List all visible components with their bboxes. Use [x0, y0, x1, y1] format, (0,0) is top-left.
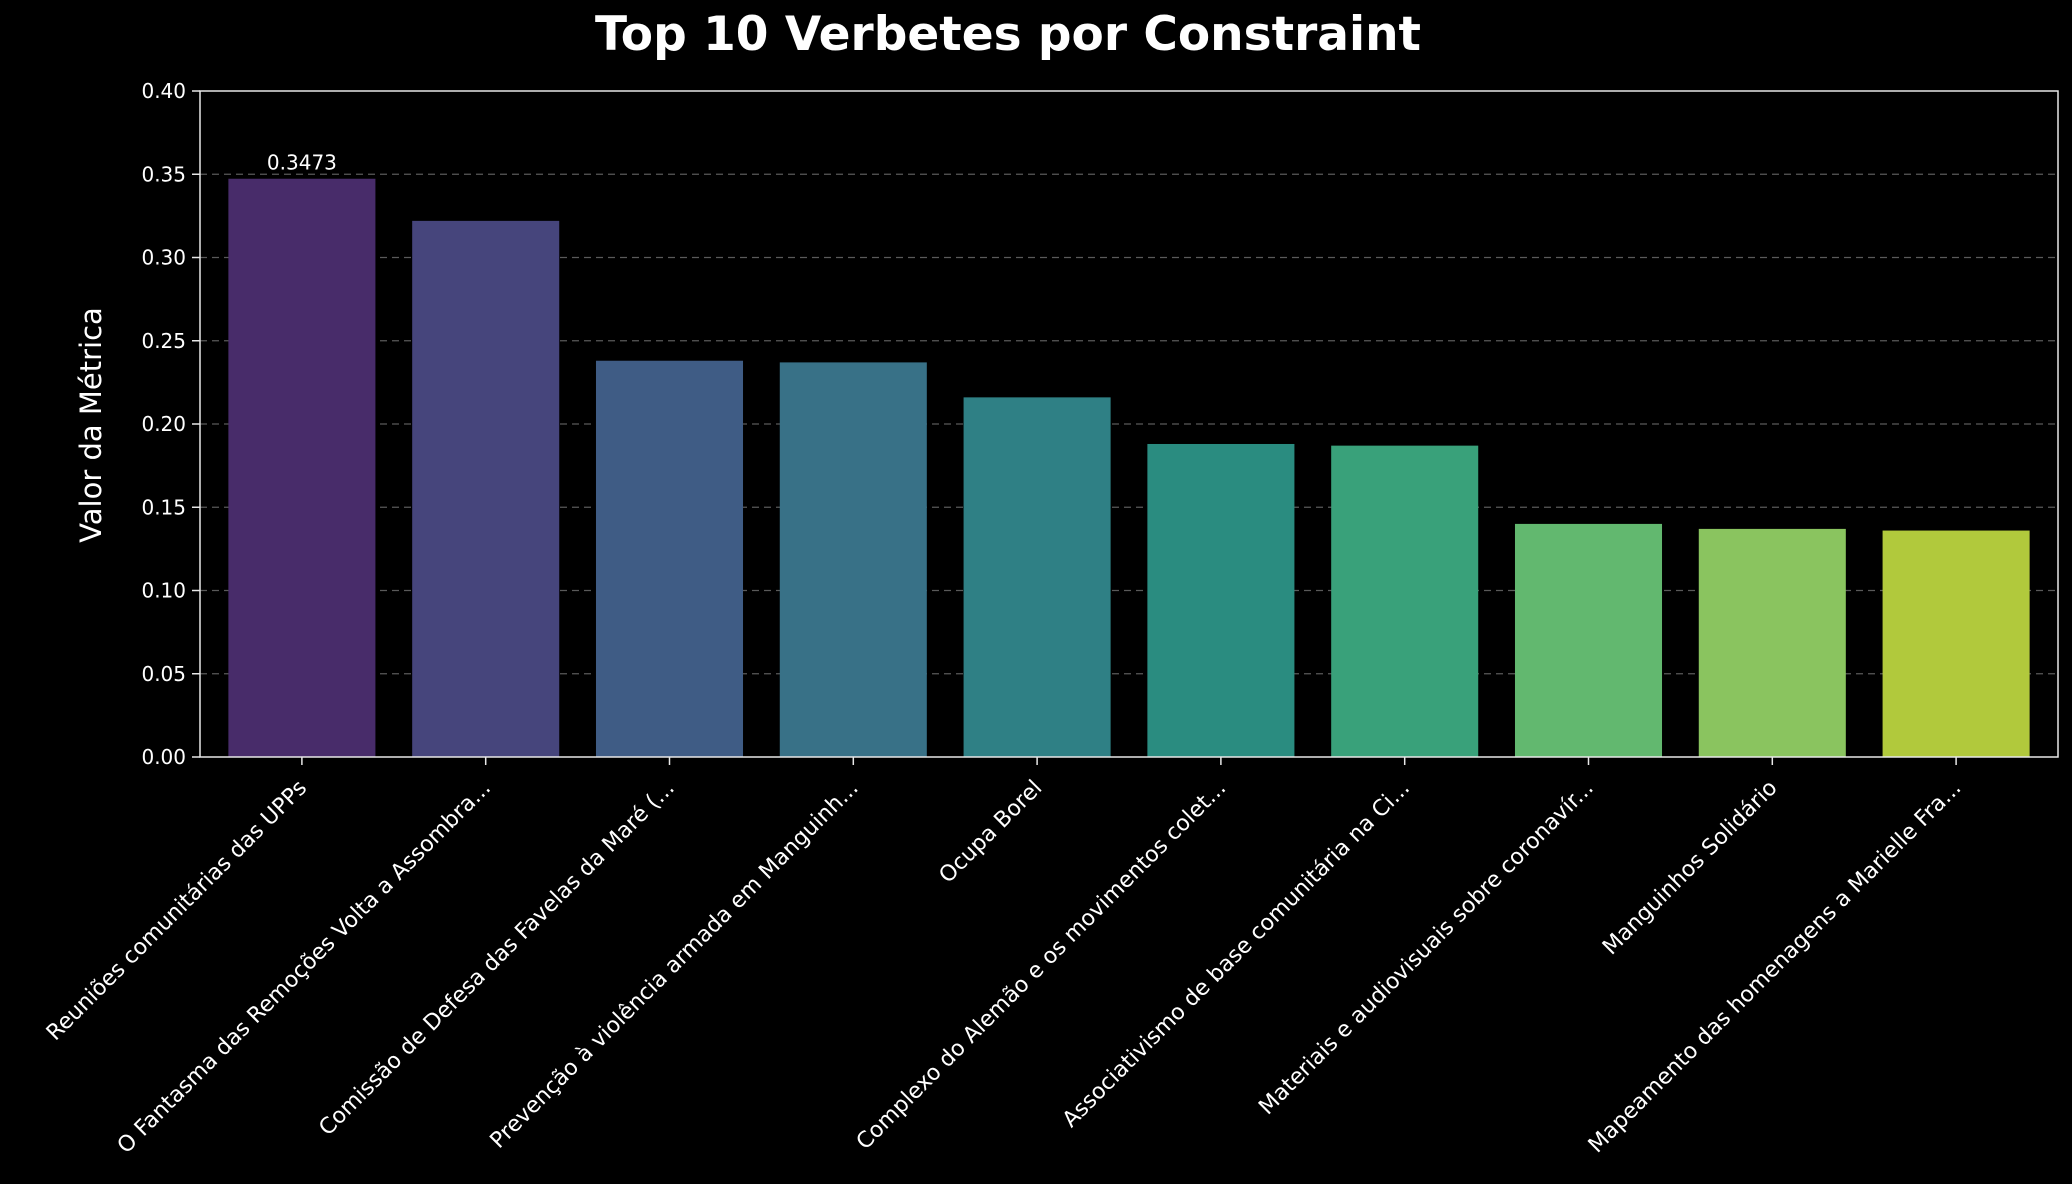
y-tick-label: 0.00: [141, 745, 186, 769]
x-tick-label: Ocupa Borel: [935, 776, 1048, 889]
bar: [412, 220, 560, 757]
x-tick-label: Materiais e audiovisuais sobre coronavír…: [1254, 776, 1598, 1120]
y-axis-ticks: 0.00 0.05 0.10 0.15 0.20 0.25 0.30 0.35 0.40: [141, 79, 200, 769]
bar: [595, 360, 744, 757]
y-tick-label: 0.10: [141, 579, 186, 603]
bars: [228, 178, 2030, 758]
chart-title: Top 10 Verbetes por Constraint: [595, 7, 1421, 62]
y-tick-label: 0.15: [141, 495, 186, 519]
x-tick-label: Prevenção à violência armada em Manguinh…: [486, 776, 864, 1154]
x-tick-label: Manguinhos Solidário: [1598, 776, 1783, 961]
bar: [1698, 528, 1846, 757]
y-tick-label: 0.30: [141, 246, 186, 270]
bar: [228, 178, 376, 758]
x-tick-label: Complexo do Alemão e os movimentos colet…: [852, 776, 1231, 1155]
bar: [1514, 523, 1663, 757]
y-tick-label: 0.40: [141, 79, 186, 103]
x-tick-label: O Fantasma das Remoções Volta a Assombra…: [113, 776, 496, 1159]
x-tick-label: Mapeamento das homenagens a Marielle Fra…: [1584, 776, 1967, 1159]
bar: [1882, 530, 2030, 757]
y-tick-label: 0.35: [141, 162, 186, 186]
data-labels: 0.3473: [267, 151, 337, 175]
y-axis-label: Valor da Métrica: [74, 307, 108, 543]
x-tick-label: Comissão de Defesa das Favelas da Maré (…: [314, 776, 679, 1141]
bar: [1147, 443, 1295, 757]
x-tick-label: Associativismo de base comunitária na Ci…: [1058, 776, 1415, 1133]
y-tick-label: 0.20: [141, 412, 186, 436]
y-tick-label: 0.25: [141, 329, 186, 353]
y-tick-label: 0.05: [141, 662, 186, 686]
bar: [1331, 445, 1479, 757]
data-label: 0.3473: [267, 151, 337, 175]
bar: [963, 397, 1111, 757]
bar: [779, 362, 927, 757]
